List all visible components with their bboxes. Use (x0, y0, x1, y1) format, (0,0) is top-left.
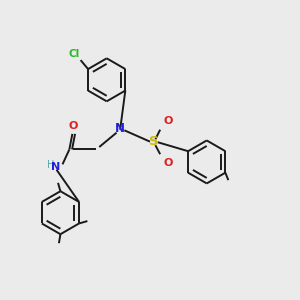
Text: O: O (164, 158, 173, 168)
Text: N: N (51, 162, 61, 172)
Text: N: N (115, 122, 125, 135)
Text: O: O (69, 121, 78, 130)
Text: O: O (164, 116, 173, 125)
Text: Cl: Cl (68, 49, 80, 59)
Text: H: H (47, 160, 54, 170)
Text: S: S (149, 135, 158, 148)
